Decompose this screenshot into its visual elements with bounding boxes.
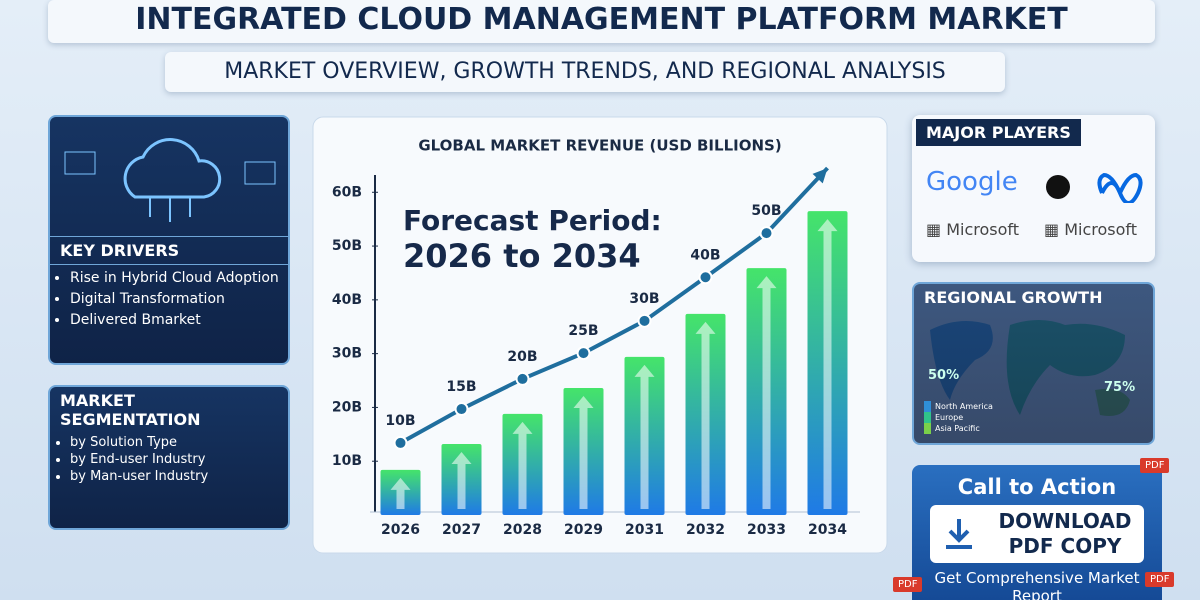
trend-point <box>698 270 713 285</box>
point-label: 10B <box>385 413 415 429</box>
x-tick-label: 2027 <box>442 522 481 538</box>
y-tick-label: 50B <box>332 238 362 254</box>
legend-item: North America <box>924 401 993 412</box>
key-drivers-panel: KEY DRIVERS Rise in Hybrid Cloud Adoptio… <box>48 115 290 365</box>
x-tick-label: 2031 <box>625 522 664 538</box>
trend-point <box>759 226 774 241</box>
driver-item: Delivered Bmarket <box>70 312 288 328</box>
point-label: 25B <box>568 323 598 339</box>
trend-point <box>637 313 652 328</box>
legend-item: Asia Pacific <box>924 423 993 434</box>
google-logo: Google <box>926 167 1018 197</box>
y-tick-label: 10B <box>332 453 362 469</box>
name: Microsoft <box>1064 220 1138 239</box>
logos <box>1046 172 1143 203</box>
download-icon <box>946 519 972 549</box>
x-tick-label: 2028 <box>503 522 542 538</box>
driver-item: Digital Transformation <box>70 291 288 307</box>
segment-item: by Man-user Industry <box>70 469 220 484</box>
bar-arrow <box>451 452 472 509</box>
bar-arrow <box>817 219 838 509</box>
x-tick-label: 2026 <box>381 522 420 538</box>
microsoft-logo: ▦ Microsoft <box>1044 220 1138 239</box>
segment-item: by End-user Industry <box>70 452 220 467</box>
page-subtitle: MARKET OVERVIEW, GROWTH TRENDS, AND REGI… <box>165 52 1005 92</box>
cloud-illustration <box>64 138 276 222</box>
bar-arrow <box>512 421 533 509</box>
pdf-badge: PDF <box>1140 458 1170 473</box>
point-label: 30B <box>629 291 659 307</box>
panel-title: MAJOR PLAYERS <box>916 119 1081 146</box>
microsoft-logo: ▦ Microsoft <box>926 220 1020 239</box>
point-label: 15B <box>446 379 476 395</box>
forecast-range: 2026 to 2034 <box>403 237 641 275</box>
trend-point <box>515 371 530 386</box>
trend-point <box>576 346 591 361</box>
cta-panel: Call to Action DOWNLOAD PDF COPY Get Com… <box>912 465 1162 600</box>
forecast-label: Forecast Period: <box>403 204 662 237</box>
button-label[interactable]: DOWNLOAD PDF COPY <box>998 509 1132 558</box>
point-label: 40B <box>690 247 720 263</box>
arrow-head <box>812 168 828 184</box>
cta-note: Get Comprehensive Market Report <box>934 569 1140 600</box>
region-label: 50% <box>928 368 960 383</box>
cta-title: Call to Action <box>957 475 1117 499</box>
page-title: INTEGRATED CLOUD MANAGEMENT PLATFORM MAR… <box>48 0 1155 43</box>
bar-arrow <box>390 477 411 509</box>
y-tick-label: 60B <box>332 184 362 200</box>
segmentation-panel: MARKET SEGMENTATION by Solution Type by E… <box>48 385 290 530</box>
pdf-badge: PDF <box>893 577 923 592</box>
bar-arrow <box>634 364 655 509</box>
point-label: 50B <box>751 203 781 219</box>
bar-arrow <box>756 276 777 509</box>
panel-title: MARKET SEGMENTATION <box>60 391 201 429</box>
bar-arrow <box>695 321 716 509</box>
name: Microsoft <box>946 220 1020 239</box>
trend-line <box>399 166 829 445</box>
regional-panel: REGIONAL GROWTH 50% 75% North America Eur… <box>912 282 1155 445</box>
driver-item: Rise in Hybrid Cloud Adoption <box>70 270 288 286</box>
pdf-badge: PDF <box>1145 572 1175 587</box>
download-button[interactable]: DOWNLOAD PDF COPY <box>930 505 1144 563</box>
panel-title: KEY DRIVERS <box>50 236 288 265</box>
trend-point <box>454 402 469 417</box>
x-tick-label: 2033 <box>747 522 786 538</box>
y-tick-label: 40B <box>332 292 362 308</box>
chart-title: GLOBAL MARKET REVENUE (USD BILLIONS) <box>418 137 781 155</box>
y-tick-label: 30B <box>332 346 362 362</box>
bar-arrow <box>573 396 594 509</box>
trend-point <box>393 435 408 450</box>
segment-list: by Solution Type by End-user Industry by M… <box>50 435 220 484</box>
x-tick-label: 2034 <box>808 522 847 538</box>
region-label: 75% <box>1104 380 1136 395</box>
map-legend: North America Europe Asia Pacific <box>924 401 993 434</box>
segment-item: by Solution Type <box>70 435 220 450</box>
y-tick-label: 20B <box>332 399 362 415</box>
legend-item: Europe <box>924 412 993 423</box>
driver-list: Rise in Hybrid Cloud Adoption Digital Tra… <box>50 270 288 328</box>
x-tick-label: 2029 <box>564 522 603 538</box>
players-panel: MAJOR PLAYERS Google ▦ Microsoft ▦ Micro… <box>912 115 1155 262</box>
x-tick-label: 2032 <box>686 522 725 538</box>
point-label: 20B <box>507 349 537 365</box>
panel-title: REGIONAL GROWTH <box>924 288 1103 307</box>
